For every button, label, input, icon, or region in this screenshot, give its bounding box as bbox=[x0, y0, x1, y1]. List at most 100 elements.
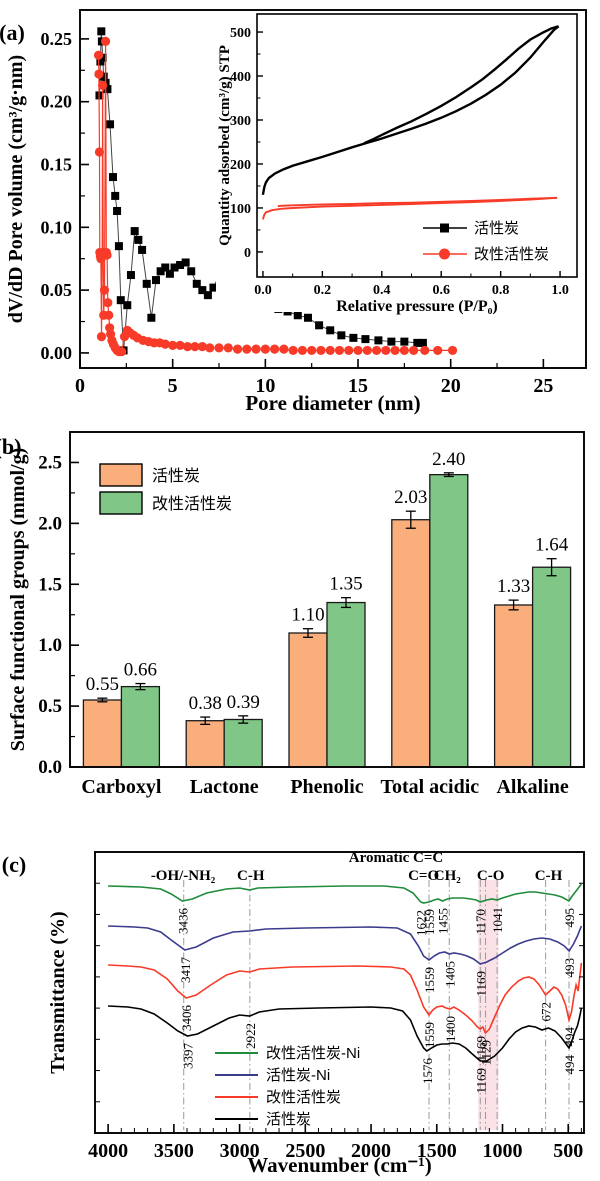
band-annotation: C-H bbox=[535, 868, 563, 884]
inset-series-3 bbox=[277, 196, 558, 208]
band-annotation: CH₂ bbox=[434, 868, 462, 884]
peak-label: 495 bbox=[562, 908, 577, 928]
panel-a-label: (a) bbox=[0, 20, 25, 45]
ftir-curve-3 bbox=[108, 1005, 583, 1062]
y-tick-label: 0.20 bbox=[41, 92, 73, 112]
legend-label: 改性活性炭 bbox=[266, 1089, 341, 1106]
panel-a-frame bbox=[79, 9, 587, 369]
band-annotation: Aromatic C=C bbox=[349, 850, 444, 866]
category-label: Carboxyl bbox=[81, 776, 161, 798]
panel-c-axes: 4000 3500 3000 2500 2000 1500 1000 500 bbox=[88, 882, 584, 1162]
y-tick-label: 0.0 bbox=[38, 757, 62, 778]
panel-a-ylabel: dV/dD Pore volume (cm³/g·nm) bbox=[5, 55, 27, 323]
inset-x-tick: 0.6 bbox=[432, 283, 450, 298]
adsorption-isotherm-inset: 0.0 0.2 0.4 0.6 0.8 1.0 0 100 200 300 400 500 Relati… bbox=[217, 13, 578, 315]
x-tick-label: 15 bbox=[348, 375, 368, 397]
value-label: 0.55 bbox=[86, 674, 119, 695]
legend-label: 活性炭 bbox=[266, 1111, 311, 1128]
peak-labels-1: 3417 1559 1405 1169 493 bbox=[178, 957, 577, 997]
inset-legend-label: 活性炭 bbox=[474, 220, 519, 237]
peak-label: 1576 bbox=[420, 1058, 435, 1085]
peak-label: 1169 bbox=[473, 1036, 488, 1062]
x-tick-label: 20 bbox=[441, 375, 461, 397]
peak-label: 1169 bbox=[473, 1068, 488, 1094]
y-tick-label: 0.05 bbox=[41, 280, 73, 300]
inset-y-tick: 500 bbox=[230, 26, 251, 41]
y-tick-label: 2.5 bbox=[38, 452, 62, 473]
ftir-curve-1 bbox=[108, 925, 583, 965]
x-axis-title: Pore diameter (nm) bbox=[245, 391, 420, 415]
x-tick-label: 3000 bbox=[220, 1140, 260, 1162]
inset-y-tick: 400 bbox=[230, 70, 251, 85]
x-tick-label: 1000 bbox=[483, 1140, 523, 1162]
category-label: Alkaline bbox=[496, 776, 568, 798]
ftir-curve-0 bbox=[108, 883, 583, 904]
panel-c-frame bbox=[94, 851, 585, 1134]
peak-label: 493 bbox=[562, 958, 577, 978]
value-label: 1.64 bbox=[535, 535, 569, 556]
band-annotation: C-H bbox=[237, 868, 265, 884]
band-annotation: -OH/-NH₂ bbox=[151, 868, 216, 884]
x-tick-label: 4000 bbox=[88, 1140, 128, 1162]
y-tick-label: 2.0 bbox=[38, 513, 62, 534]
peak-label: 1169 bbox=[473, 971, 488, 997]
peak-label: 1559 bbox=[422, 967, 437, 993]
inset-x-tick: 0.4 bbox=[373, 283, 391, 298]
y-tick-label: 0.15 bbox=[41, 155, 73, 175]
panel-a-pore-distribution: 0 5 10 15 20 25 0.00 0.05 0.10 0.15 0.20 0.25 Pore d… bbox=[0, 0, 600, 418]
peak-labels-3: 3397 2922 1576 1169 494 bbox=[180, 1023, 577, 1094]
y-tick-label: 1.0 bbox=[38, 635, 62, 656]
peak-label: 3397 bbox=[180, 1043, 195, 1070]
series-ac bbox=[95, 27, 427, 355]
legend-label: 改性活性炭-Ni bbox=[266, 1045, 360, 1062]
value-label: 0.66 bbox=[124, 660, 157, 681]
inset-series-1 bbox=[363, 25, 559, 145]
x-tick-label: 3500 bbox=[154, 1140, 194, 1162]
panel-c-ylabel: Transmittance (%) bbox=[47, 911, 69, 1073]
inset-y-tick: 100 bbox=[230, 202, 251, 217]
panel-b-axes: 0.0 0.5 1.0 1.5 2.0 2.5 bbox=[38, 452, 79, 778]
inset-x-tick: 0.8 bbox=[492, 283, 510, 298]
inset-y-tick: 300 bbox=[230, 114, 251, 129]
y-tick-label: 0.5 bbox=[38, 696, 62, 717]
category-label: Lactone bbox=[190, 776, 259, 798]
category-label: Total acidic bbox=[380, 776, 479, 798]
co-band bbox=[478, 880, 499, 1130]
panel-c-label: (c) bbox=[2, 852, 26, 877]
bar-series-ac: 0.55 0.38 1.10 2.03 1.33 bbox=[82, 487, 534, 768]
panel-a-xlabel: Pore diameter (nm) bbox=[245, 391, 420, 415]
inset-legend-label: 改性活性炭 bbox=[474, 246, 549, 263]
peak-label: 672 bbox=[539, 1002, 554, 1022]
peak-label: 494 bbox=[562, 1027, 577, 1047]
y-tick-label: 1.5 bbox=[38, 574, 62, 595]
panel-c-ftir: 3436 1622 1559 1455 1170 1041 495 3417 1559 1405 1… bbox=[0, 808, 600, 1181]
panel-label: (a) bbox=[0, 20, 25, 45]
peak-label: 1041 bbox=[490, 907, 505, 933]
x-tick-label: 25 bbox=[533, 375, 553, 397]
panel-label: (c) bbox=[2, 852, 26, 877]
guidelines bbox=[183, 880, 570, 1130]
y-axis-title: dV/dD Pore volume (cm³/g·nm) bbox=[5, 55, 27, 323]
panel-c-xlabel: Wavenumber (cm⁻¹) bbox=[247, 1153, 431, 1177]
functional-groups-chart: 0.0 0.5 1.0 1.5 2.0 2.5 Surface functional gro… bbox=[0, 431, 585, 798]
x-tick-label: 0 bbox=[75, 375, 85, 397]
y-tick-label: 0.10 bbox=[41, 217, 73, 237]
x-tick-label: 5 bbox=[168, 375, 178, 397]
peak-label: 1622 bbox=[414, 910, 429, 936]
panel-b-ylabel: Surface functional groups (mmol/g) bbox=[7, 448, 29, 752]
y-tick-label: 0.00 bbox=[41, 343, 73, 363]
value-label: 0.38 bbox=[189, 693, 222, 714]
peak-label: 3417 bbox=[178, 957, 193, 984]
value-label: 0.39 bbox=[227, 692, 260, 713]
legend-label: 活性炭 bbox=[152, 467, 200, 485]
x-tick-label: 2000 bbox=[351, 1140, 391, 1162]
x-tick-label: 2500 bbox=[285, 1140, 325, 1162]
x-axis-title: Wavenumber (cm⁻¹) bbox=[247, 1153, 431, 1177]
value-label: 1.10 bbox=[291, 605, 324, 626]
